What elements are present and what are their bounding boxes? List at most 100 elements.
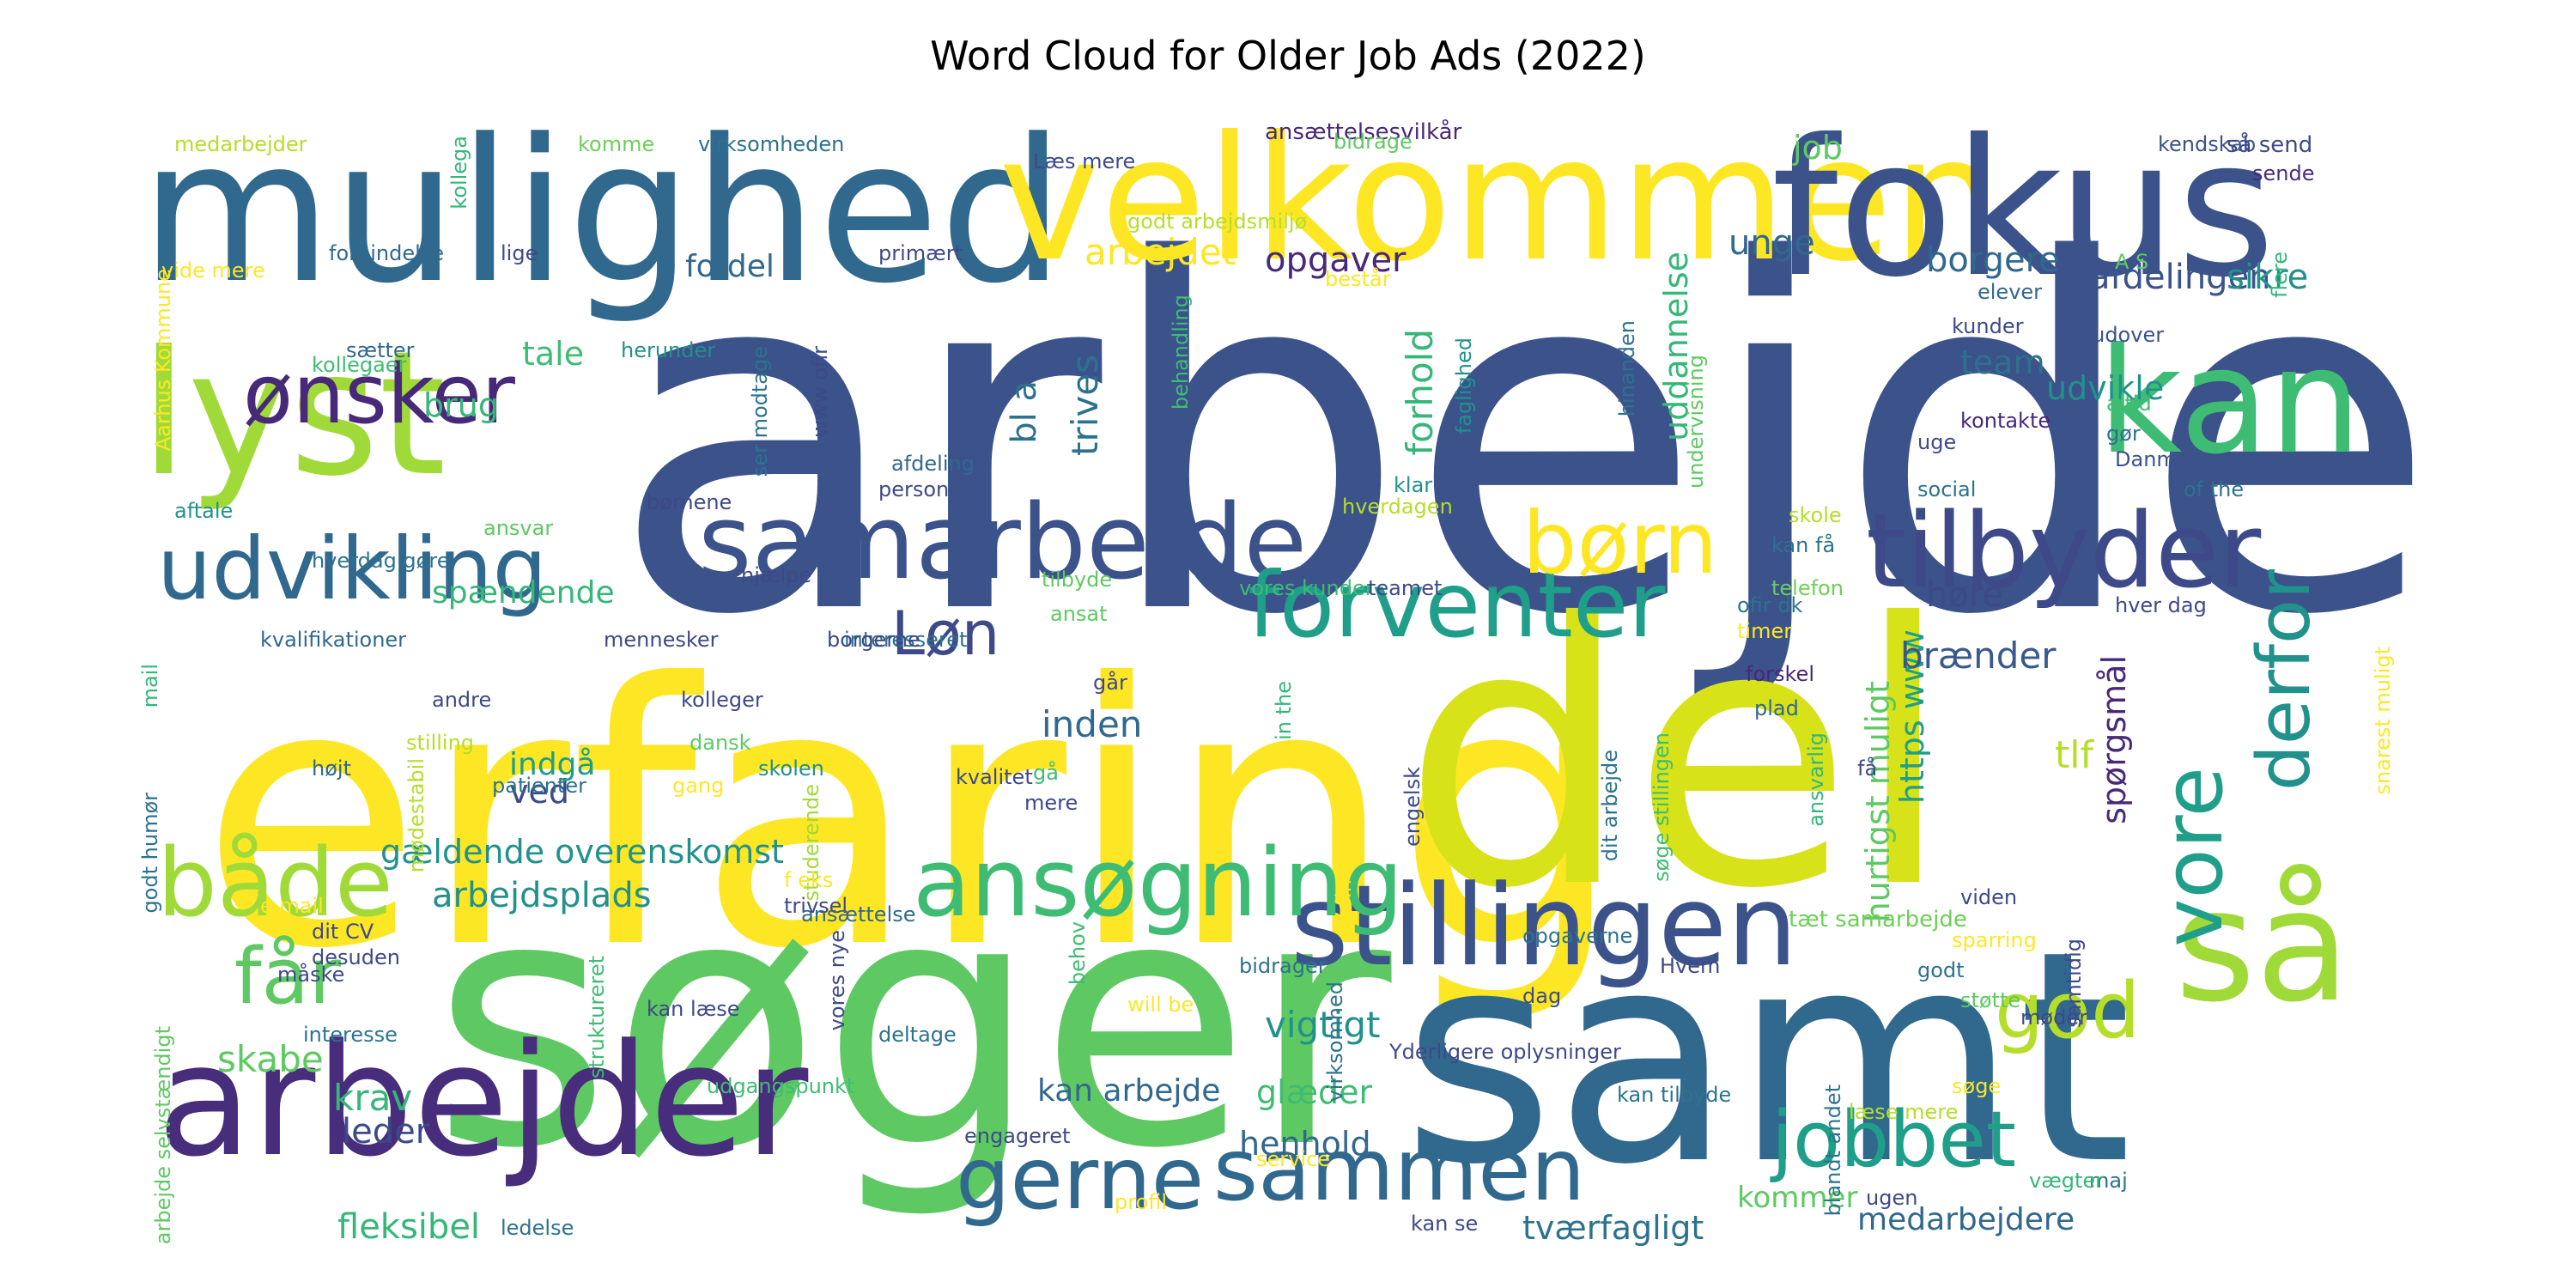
word-søge: søge	[1952, 1074, 2002, 1098]
word-får: får	[234, 932, 341, 1022]
word-medarbejder: medarbejder	[174, 132, 307, 156]
word-snarest-muligt: snarest muligt	[2371, 647, 2395, 795]
word-klar: klar	[1394, 473, 1433, 497]
word-behov: behov	[1066, 921, 1090, 986]
word-kan-læse: kan læse	[647, 997, 740, 1021]
word-unge: unge	[1728, 223, 1815, 263]
word-møder: møder	[2020, 1005, 2087, 1030]
word-samtidig: samtidig	[2062, 939, 2086, 1028]
word-ansvar: ansvar	[483, 516, 554, 540]
word-plad: plad	[1754, 696, 1799, 720]
word-job: job	[1793, 129, 1843, 167]
word-hver-dag: hver dag	[2115, 593, 2207, 617]
word-bidrager: bidrager	[1239, 954, 1327, 978]
word-stillingen: stillingen	[1291, 860, 1798, 991]
word-fleksibel: fleksibel	[337, 1207, 481, 1247]
word-mødestabil: mødestabil	[404, 758, 428, 873]
word-godt-humør: godt humør	[140, 793, 162, 914]
word-trivsel: trivsel	[784, 894, 848, 918]
word-aarhus-kommune: Aarhus Kommune	[151, 269, 175, 452]
word-desuden: desuden	[312, 945, 400, 969]
word-profil: profil	[1115, 1190, 1168, 1214]
word-udvikling: udvikling	[157, 519, 548, 619]
word-sikre: sikre	[2227, 258, 2309, 297]
word-mail: mail	[140, 664, 162, 708]
word-blandt-andet: blandt andet	[1821, 1084, 1845, 1217]
word-a-s: A S	[2115, 250, 2149, 274]
word-borgere: borgere	[1926, 240, 2060, 280]
word-dit-cv: dit CV	[312, 920, 374, 944]
word-herunder: herunder	[621, 338, 716, 362]
word-gældende-overenskomst: gældende overenskomst	[380, 833, 784, 871]
word-inden: inden	[1042, 703, 1143, 745]
word-undervisning: undervisning	[1684, 355, 1708, 489]
word-primært: primært	[878, 241, 963, 265]
word-elever: elever	[1978, 280, 2043, 304]
word-mulighed: mulighed	[140, 98, 1065, 327]
word-børnene: børnene	[647, 490, 732, 514]
word-læs-mere: Læs mere	[1033, 149, 1136, 173]
word-arbejde: arbejde	[610, 161, 2438, 720]
word-gå: gå	[1033, 761, 1059, 785]
word-opgaver: opgaver	[1265, 240, 1406, 280]
word-komme: komme	[578, 132, 655, 156]
word-udvikle: udvikle	[2046, 369, 2165, 407]
word-brænder: brænder	[1900, 635, 2057, 677]
word-timer: timer	[1737, 619, 1793, 643]
word-kendskab: kendskab	[2158, 132, 2257, 156]
word-danmark: Danmark	[2115, 447, 2210, 471]
word-sende: sende	[2252, 161, 2315, 185]
word-udgangspunkt: udgangspunkt	[707, 1074, 855, 1098]
word-vore: vore	[2147, 767, 2241, 947]
word-kollega: kollega	[447, 136, 471, 210]
word-altid: altid	[2106, 392, 2152, 416]
word-aftale: aftale	[174, 499, 234, 523]
word-forhold: forhold	[1399, 329, 1441, 456]
word-børn: børn	[1522, 493, 1718, 593]
word-består: består	[1325, 267, 1391, 291]
word-yderligere-oplysninger: Yderligere oplysninger	[1389, 1040, 1621, 1064]
word-både: både	[157, 828, 393, 938]
word-velkommen: velkommen	[999, 100, 2002, 300]
word-erfaring: erfaring	[200, 608, 1625, 1028]
word-måske: måske	[277, 963, 345, 987]
word-kan-tilbyde: kan tilbyde	[1617, 1083, 1732, 1107]
word-telefon: telefon	[1771, 576, 1844, 600]
word-ugen: ugen	[1866, 1186, 1918, 1210]
word-høre: høre	[1926, 575, 2003, 615]
word-derudover: Derudover	[2055, 323, 2165, 347]
word-kvalitet: kvalitet	[956, 765, 1033, 789]
word-sammen: sammen	[1213, 1120, 1586, 1220]
word-spændende: spændende	[432, 575, 615, 611]
word-tale: tale	[522, 335, 585, 373]
word-gerne: gerne	[956, 1128, 1205, 1229]
word-ved: ved	[509, 773, 569, 811]
word-kontakte: kontakte	[1960, 409, 2051, 433]
word-forskel: forskel	[1746, 662, 1814, 686]
word-faglighed: faglighed	[1452, 337, 1476, 434]
word-ansat: ansat	[1050, 602, 1108, 626]
word-ledelse: ledelse	[501, 1216, 574, 1240]
word-behandling: behandling	[1169, 295, 1193, 410]
word-derfor: derfor	[2242, 569, 2327, 792]
word-arbejdet: arbejdet	[1084, 231, 1236, 273]
word-kolleger: kolleger	[681, 688, 763, 712]
word-dine-opgaver: dine opgaver	[1332, 775, 1356, 912]
word-fokus: fokus	[1771, 99, 2275, 319]
word-vores-kunder: vores kunder	[1239, 576, 1374, 600]
word-maj: maj	[2089, 1169, 2128, 1193]
word-kan-arbejde: kan arbejde	[1037, 1073, 1221, 1109]
word-vide-mere: vide mere	[161, 258, 265, 283]
word-ansvarlig: ansvarlig	[1804, 732, 1828, 827]
word-virksomheden: virksomheden	[698, 132, 845, 156]
word-fordel: fordel	[685, 249, 775, 284]
word-engelsk: engelsk	[1400, 767, 1425, 848]
word-arbejder: arbejder	[157, 1012, 809, 1191]
word-flere: flere	[2268, 252, 2292, 298]
word-opgaverne: opgaverne	[1522, 924, 1633, 948]
word-henhold: henhold	[1239, 1125, 1371, 1163]
word-stilling: stilling	[406, 731, 475, 755]
word-medarbejdere: medarbejdere	[1857, 1202, 2075, 1237]
word-ser-modtage: ser modtage	[748, 346, 772, 477]
word-kunder: kunder	[1952, 314, 2024, 338]
